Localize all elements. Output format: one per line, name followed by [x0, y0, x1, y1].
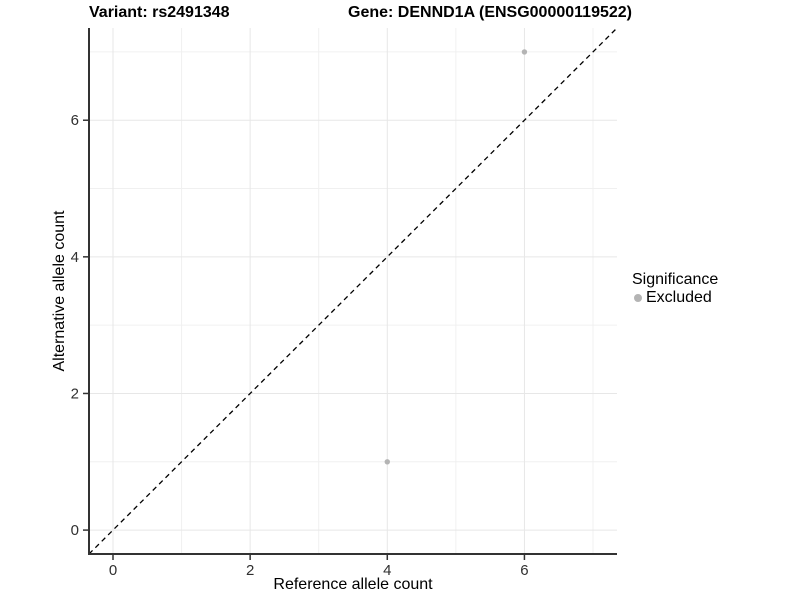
x-axis-title: Reference allele count — [273, 576, 433, 593]
excluded-point-icon — [634, 294, 642, 302]
x-tick-label: 6 — [520, 562, 528, 579]
y-axis-title: Alternative allele count — [51, 210, 68, 372]
x-tick-label: 0 — [109, 562, 117, 579]
x-tick-label: 4 — [383, 562, 391, 579]
identity-line — [88, 27, 618, 555]
legend: Significance Excluded — [632, 270, 718, 307]
plot-title-variant: Variant: rs2491348 — [89, 4, 230, 21]
data-point-excluded — [521, 49, 528, 55]
legend-entry-label: Excluded — [646, 289, 712, 306]
data-point-excluded — [384, 459, 390, 465]
x-tick-label: 2 — [246, 562, 254, 579]
y-tick-label: 6 — [71, 112, 79, 129]
legend-title: Significance — [632, 271, 719, 288]
y-tick-label: 4 — [71, 249, 79, 266]
y-tick-label: 2 — [71, 385, 79, 402]
legend-entry-excluded: Excluded — [634, 289, 718, 307]
plot-title-gene: Gene: DENND1A (ENSG00000119522) — [348, 4, 632, 21]
y-tick-label: 0 — [71, 522, 79, 539]
